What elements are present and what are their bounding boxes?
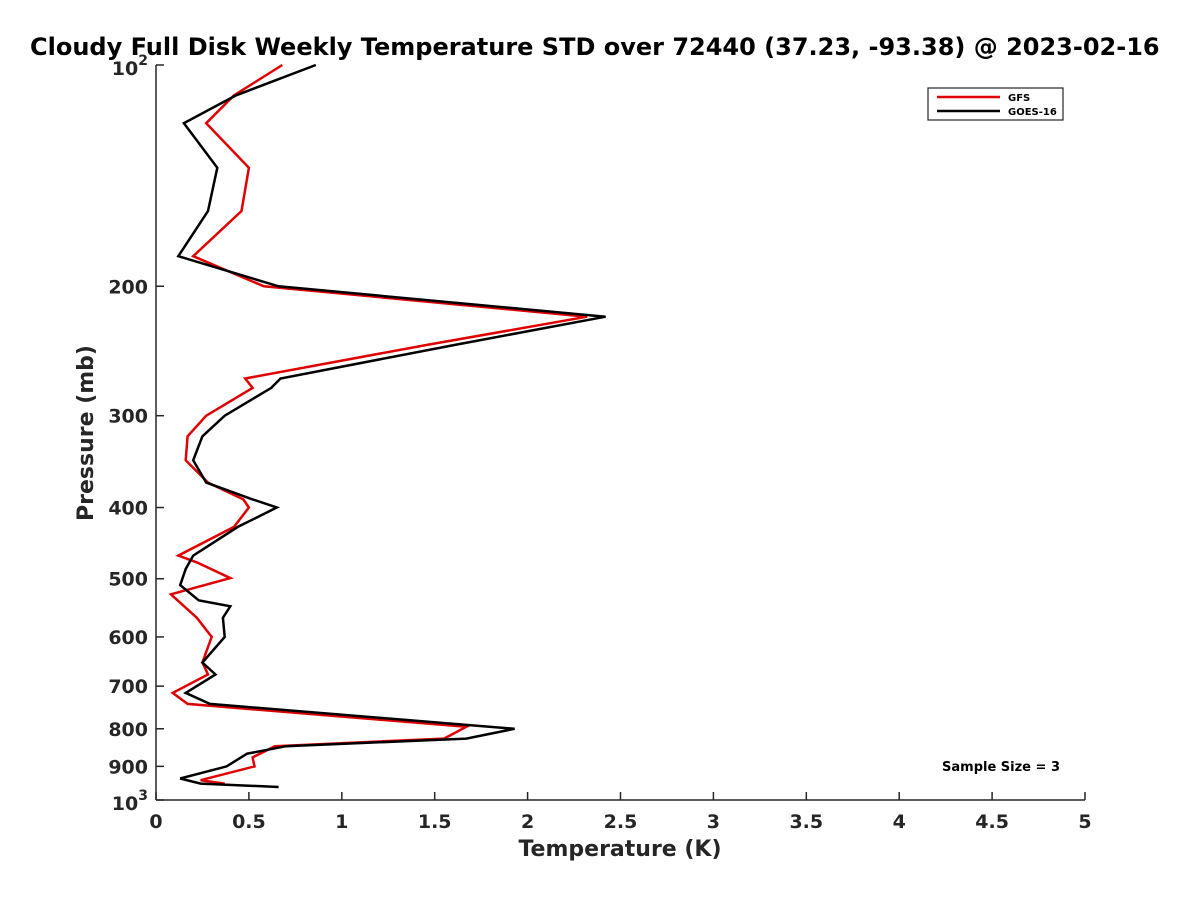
x-tick-label: 4 [893,811,906,833]
x-tick-label: 2.5 [604,811,638,833]
legend: GFS GOES-16 [927,87,1064,121]
x-tick-label: 3.5 [789,811,823,833]
y-tick-label: 900 [108,756,148,778]
y-tick-label: 103 [112,788,148,815]
y-tick-label: 500 [108,569,148,591]
x-tick-label: 0 [149,811,162,833]
x-tick-label: 4.5 [975,811,1009,833]
y-tick-label-base: 10 [112,58,138,80]
y-tick-label: 300 [108,406,148,428]
series-line-gfs [168,63,588,785]
x-tick-label: 3 [707,811,720,833]
y-tick-label-exponent: 3 [138,788,148,804]
x-tick-label: 1.5 [418,811,452,833]
y-tick-label-exponent: 2 [138,53,148,69]
x-tick-label: 5 [1078,811,1091,833]
x-tick-label: 1 [335,811,348,833]
y-tick-label: 200 [108,276,148,298]
plot-area: 0 0.5 1 1.5 2 2.5 3 3.5 4 4.5 5 102200300400500600… [108,53,1091,833]
y-tick-label-base: 10 [112,793,138,815]
series-line-goes16 [176,63,606,789]
y-tick-label: 400 [108,498,148,520]
x-tick-label: 2 [521,811,534,833]
legend-label-gfs: GFS [1008,93,1030,104]
y-axis-label: Pressure (mb) [74,345,99,521]
chart-title: Cloudy Full Disk Weekly Temperature STD … [30,33,1160,61]
y-tick-label: 800 [108,719,148,741]
y-tick-label: 700 [108,676,148,698]
series-group [168,63,606,789]
sample-size-annotation: Sample Size = 3 [942,760,1060,775]
legend-label-goes16: GOES-16 [1008,107,1057,118]
legend-box [927,87,1064,121]
y-tick-label: 102 [112,53,148,80]
x-ticks: 0 0.5 1 1.5 2 2.5 3 3.5 4 4.5 5 [149,792,1092,833]
x-axis-label: Temperature (K) [518,837,721,862]
y-tick-label: 600 [108,627,148,649]
x-tick-label: 0.5 [232,811,266,833]
